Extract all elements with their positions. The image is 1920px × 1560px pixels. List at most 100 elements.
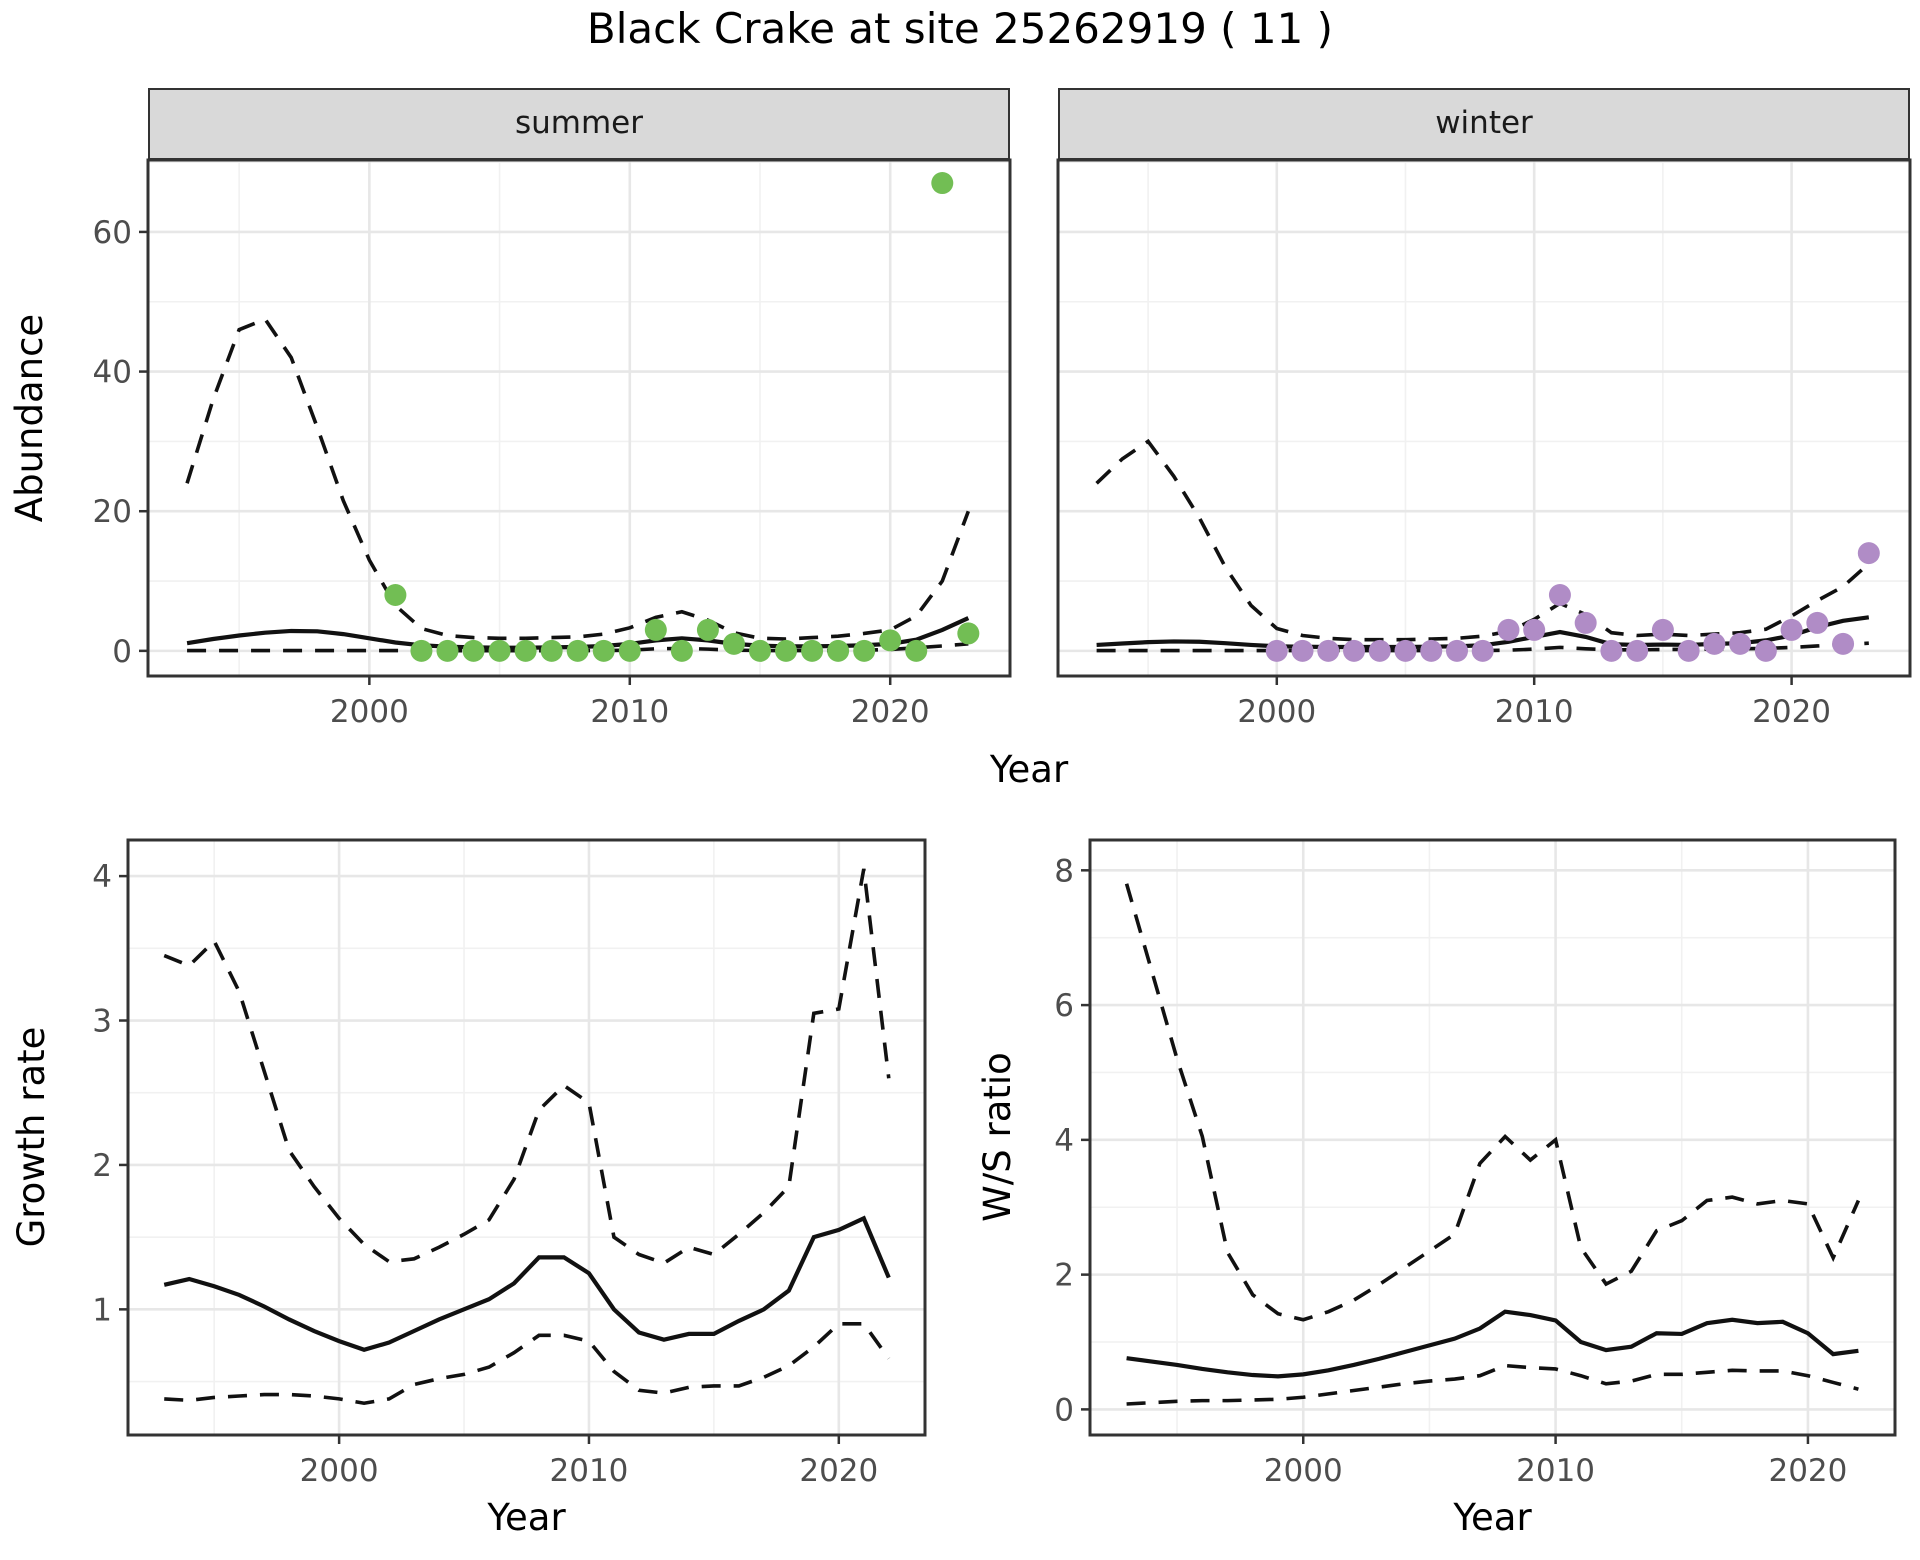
x-tick-label: 2000 [1237, 694, 1316, 730]
series-upper-ci [1095, 438, 1871, 642]
data-point-summer-observations [801, 639, 824, 662]
data-point-summer-observations [722, 632, 745, 655]
data-point-summer-observations [931, 172, 954, 195]
panel-border [146, 158, 1012, 678]
y-axis-title-growth-rate: Growth rate [10, 1026, 53, 1248]
panel-border [1088, 838, 1897, 1437]
plot-title: Black Crake at site 25262919 ( 11 ) [586, 4, 1334, 53]
data-point-winter-observations [1729, 632, 1752, 655]
data-point-winter-observations [1626, 639, 1649, 662]
abundance_winter-svg: 2000 2010 2020 [1056, 158, 1912, 730]
series-upper-ci [163, 868, 891, 1266]
growth_rate-svg: 2000 2010 2020 1 2 3 4 [92, 838, 927, 1489]
y-tick-label: 0 [1054, 1392, 1074, 1428]
y-tick-label: 40 [93, 355, 132, 391]
panel-background [128, 840, 925, 1435]
data-point-summer-observations [853, 639, 876, 662]
data-point-summer-observations [905, 639, 928, 662]
x-tick-label: 2000 [300, 1453, 379, 1489]
data-point-winter-observations [1832, 632, 1855, 655]
data-point-winter-observations [1857, 542, 1880, 565]
facet-strip-winter: winter [1058, 88, 1910, 160]
y-tick-label: 20 [93, 494, 132, 530]
data-point-summer-observations [462, 639, 485, 662]
data-point-winter-observations [1265, 639, 1288, 662]
data-point-summer-observations [748, 639, 771, 662]
ws_ratio-svg: 2000 2010 2020 0 2 4 6 8 [1054, 838, 1897, 1489]
data-point-winter-observations [1754, 639, 1777, 662]
x-axis-title-growth-rate: Year [487, 1496, 566, 1539]
x-tick-label: 2000 [1264, 1453, 1343, 1489]
y-tick-label: 0 [112, 634, 132, 670]
x-tick-label: 2010 [550, 1453, 629, 1489]
data-point-winter-observations [1523, 618, 1546, 641]
y-tick-label: 1 [92, 1292, 112, 1328]
data-point-summer-observations [410, 639, 433, 662]
data-point-summer-observations [879, 629, 902, 652]
data-point-summer-observations [644, 618, 667, 641]
abundance-winter-chart: 2000 2010 2020 [1050, 154, 1918, 742]
x-axis-title-ws-ratio: Year [1453, 1496, 1532, 1539]
data-point-summer-observations [384, 584, 407, 607]
panel-border [1056, 158, 1912, 678]
panel-border [126, 838, 927, 1437]
data-point-winter-observations [1548, 584, 1571, 607]
series-upper-ci [1124, 883, 1861, 1322]
y-axis-title-abundance: Abundance [8, 313, 51, 523]
y-axis-title-ws-ratio: W/S ratio [976, 1052, 1019, 1222]
y-tick-label: 4 [1054, 1123, 1074, 1159]
data-point-winter-observations [1574, 611, 1597, 634]
data-point-winter-observations [1703, 632, 1726, 655]
series-upper-ci [185, 316, 971, 641]
x-tick-label: 2010 [1516, 1453, 1595, 1489]
abundance-summer-chart: 2000 2010 2020 0 20 40 60 [86, 154, 1018, 742]
data-point-summer-observations [540, 639, 563, 662]
data-point-winter-observations [1343, 639, 1366, 662]
data-point-winter-observations [1420, 639, 1443, 662]
data-point-summer-observations [618, 639, 641, 662]
y-tick-label: 3 [92, 1004, 112, 1040]
x-tick-label: 2010 [590, 694, 669, 730]
abundance_summer-svg: 2000 2010 2020 0 20 40 60 [93, 158, 1012, 730]
x-tick-label: 2020 [799, 1453, 878, 1489]
data-point-winter-observations [1677, 639, 1700, 662]
y-tick-label: 8 [1054, 853, 1074, 889]
data-point-winter-observations [1368, 639, 1391, 662]
x-tick-label: 2000 [330, 694, 409, 730]
data-point-summer-observations [957, 622, 980, 645]
x-tick-label: 2010 [1495, 694, 1574, 730]
facet-strip-summer: summer [148, 88, 1010, 160]
data-point-winter-observations [1291, 639, 1314, 662]
x-axis-title-top: Year [989, 748, 1069, 791]
data-point-summer-observations [592, 639, 615, 662]
data-point-winter-observations [1445, 639, 1468, 662]
data-point-winter-observations [1317, 639, 1340, 662]
data-point-winter-observations [1806, 611, 1829, 634]
ws-ratio-chart: 2000 2010 2020 0 2 4 6 8 [1028, 834, 1903, 1501]
data-point-winter-observations [1471, 639, 1494, 662]
data-point-summer-observations [827, 639, 850, 662]
data-point-summer-observations [488, 639, 511, 662]
data-point-winter-observations [1394, 639, 1417, 662]
data-point-summer-observations [436, 639, 459, 662]
data-point-summer-observations [696, 618, 719, 641]
data-point-winter-observations [1780, 618, 1803, 641]
data-point-summer-observations [514, 639, 537, 662]
series-mean [163, 1215, 891, 1352]
data-point-winter-observations [1497, 618, 1520, 641]
data-point-summer-observations [670, 639, 693, 662]
series-mean [1126, 1309, 1859, 1379]
panel-background [148, 160, 1010, 676]
series-lower-ci [164, 1321, 891, 1406]
panel-background [1058, 160, 1910, 676]
panel-background [1090, 840, 1895, 1435]
data-point-winter-observations [1600, 639, 1623, 662]
y-tick-label: 4 [92, 859, 112, 895]
data-point-summer-observations [775, 639, 798, 662]
growth-rate-chart: 2000 2010 2020 1 2 3 4 [66, 834, 933, 1501]
y-tick-label: 2 [1054, 1258, 1074, 1294]
data-point-summer-observations [566, 639, 589, 662]
x-tick-label: 2020 [851, 694, 930, 730]
series-lower-ci [1126, 1363, 1859, 1406]
y-tick-label: 60 [93, 215, 132, 251]
